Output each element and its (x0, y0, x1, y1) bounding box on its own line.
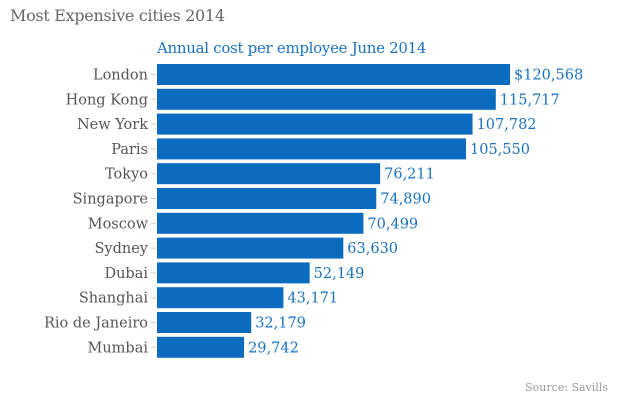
chart-subtitle: Annual cost per employee June 2014 (157, 39, 427, 57)
value-label: 107,782 (477, 117, 537, 133)
value-label: 74,890 (380, 192, 431, 208)
bar-shanghai (157, 287, 284, 309)
bar-singapore (157, 188, 377, 209)
category-label: Rio de Janeiro (44, 316, 148, 332)
value-label: 43,171 (287, 291, 338, 307)
bar-new-york (157, 113, 473, 135)
bar-london (157, 64, 510, 85)
value-label: 70,499 (367, 216, 418, 232)
category-label: Dubai (104, 266, 148, 282)
value-label: 52,149 (314, 266, 365, 282)
category-label: Sydney (94, 241, 148, 257)
value-label: $120,568 (514, 68, 583, 84)
bar-rio-de-janeiro (157, 312, 252, 333)
value-label: 115,717 (500, 92, 560, 108)
chart-title: Most Expensive cities 2014 (10, 6, 225, 25)
category-label: Moscow (88, 216, 149, 232)
category-label: New York (77, 117, 148, 133)
bar-dubai (157, 262, 310, 284)
category-label: London (93, 68, 148, 84)
category-label: Tokyo (105, 167, 148, 183)
value-label: 29,742 (248, 340, 299, 356)
category-label: Hong Kong (66, 92, 148, 108)
value-label: 63,630 (347, 241, 398, 257)
value-label: 105,550 (470, 142, 530, 158)
category-label: Paris (111, 142, 148, 158)
bar-mumbai (157, 336, 245, 358)
value-label: 32,179 (255, 316, 306, 332)
bar-paris (157, 138, 467, 160)
bar-tokyo (157, 163, 381, 185)
category-label: Mumbai (88, 340, 149, 356)
category-label: Shanghai (79, 291, 149, 307)
bar-hong-kong (157, 88, 496, 110)
category-label: Singapore (73, 192, 148, 208)
value-label: 76,211 (384, 167, 435, 183)
bar-moscow (157, 212, 364, 234)
source-note: Source: Savills (525, 381, 608, 394)
bar-sydney (157, 237, 344, 259)
